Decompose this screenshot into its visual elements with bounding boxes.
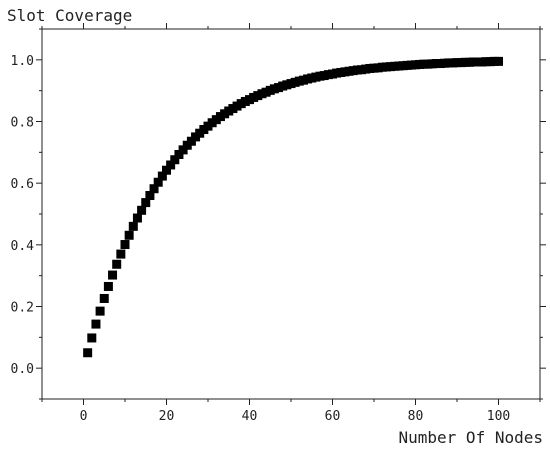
y-tick-label: 1.0 xyxy=(11,54,34,69)
y-tick-label: 0.0 xyxy=(11,362,34,377)
x-tick-label: 40 xyxy=(242,409,258,424)
data-point xyxy=(116,249,126,259)
data-point xyxy=(120,240,130,250)
x-tick-label: 80 xyxy=(408,409,424,424)
data-point xyxy=(141,198,151,208)
y-axis-title: Slot Coverage xyxy=(7,6,132,25)
data-point xyxy=(112,259,122,269)
data-point xyxy=(157,171,167,181)
data-point xyxy=(137,205,147,215)
data-point xyxy=(103,281,113,291)
data-point xyxy=(128,221,138,231)
data-point xyxy=(132,213,142,223)
data-point xyxy=(145,191,155,200)
data-point xyxy=(174,149,184,159)
x-axis-title: Number Of Nodes xyxy=(399,428,544,447)
x-tick-label: 100 xyxy=(487,409,510,424)
data-point xyxy=(494,56,503,66)
data-point xyxy=(170,155,180,165)
data-point xyxy=(162,165,171,175)
data-point xyxy=(83,348,93,358)
y-tick-label: 0.2 xyxy=(11,301,34,316)
x-tick-label: 20 xyxy=(159,409,175,424)
data-point xyxy=(108,270,118,280)
data-points xyxy=(83,56,503,358)
data-point xyxy=(166,160,176,170)
data-point xyxy=(99,293,109,303)
data-point xyxy=(124,230,134,240)
data-point xyxy=(95,306,105,316)
x-tick-label: 0 xyxy=(80,409,88,424)
y-tick-label: 0.4 xyxy=(11,239,35,254)
ticks: 0 20 40 60 80 100 0.0 0.2 0.4 0.6 0.8 1.0 xyxy=(11,23,546,424)
y-tick-label: 0.6 xyxy=(11,177,34,192)
data-point xyxy=(149,184,159,194)
x-tick-label: 60 xyxy=(325,409,341,424)
y-tick-label: 0.8 xyxy=(11,116,34,131)
data-point xyxy=(178,145,188,155)
data-point xyxy=(91,319,101,329)
data-point xyxy=(87,333,97,343)
data-point xyxy=(153,177,163,187)
